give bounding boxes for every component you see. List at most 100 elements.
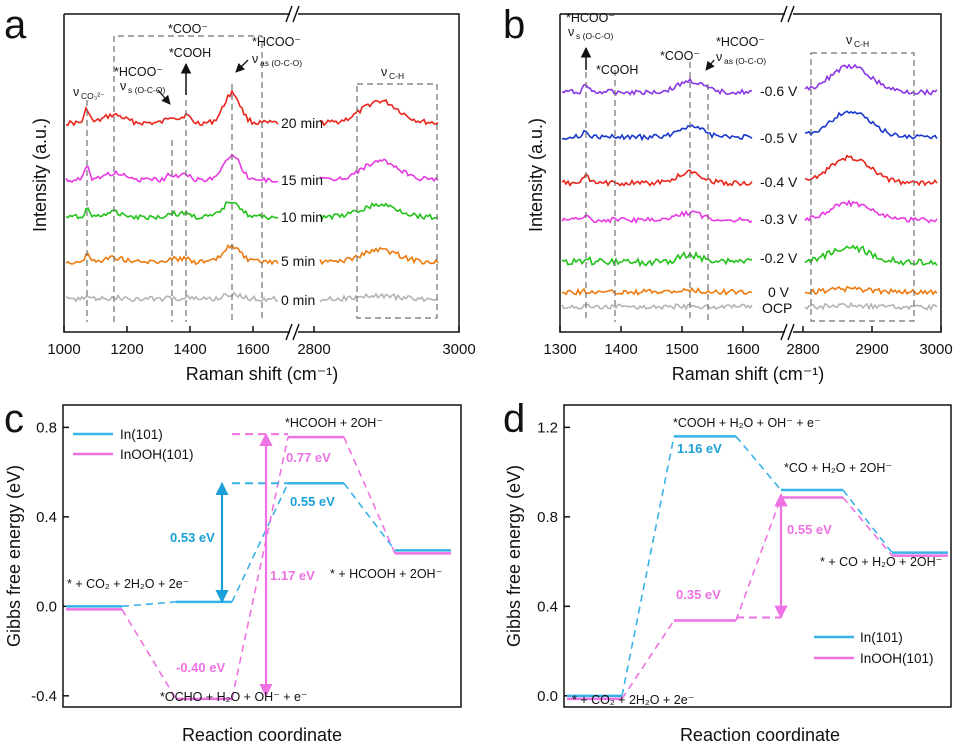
x-tick-label: 2900 [855,341,888,358]
spectrum-b-3-seg2 [804,154,938,187]
panel-b-traces [561,63,938,312]
panel-d-letter: d [503,397,525,441]
value-label: -0.40 eV [176,660,225,675]
panel-b-dashed-guides [585,52,915,322]
anno-sub: C-H [854,39,869,49]
trace-label: -0.3 V [760,211,798,227]
trace-label: OCP [762,300,792,316]
barrier-label: 1.17 eV [270,568,315,583]
anno-coo: *COO⁻ [660,49,700,63]
x-tick-label: 2800 [786,341,819,358]
trace-label: 0 V [768,284,790,300]
panel-d-frame [563,404,952,708]
anno-sub: s (O-C-O) [128,85,165,95]
panel-b-x-tick-labels: 1300 1400 1500 1600 2800 2900 3000 [543,341,952,358]
panel-b-annotations: *HCOO⁻ ν s (O-C-O) *COOH *COO⁻ *HCOO⁻ ν … [566,11,869,77]
panel-d-legend: In(101) InOOH(101) [814,630,934,666]
guide-ch-box [356,83,438,319]
panel-a-y-axis-label: Intensity (a.u.) [30,118,50,232]
x-tick-label: 1200 [110,341,143,358]
panel-c-x-axis-label: Reaction coordinate [182,725,342,745]
anno-cooh: *COOH [596,63,638,77]
energy-connector-in101-0 [621,436,675,696]
energy-connector-in101-1 [735,435,782,491]
x-tick-label: 1600 [726,341,759,358]
anno-nu: ν [568,25,574,39]
spectrum-b-3-seg1 [561,169,753,187]
state-label: * + CO₂ + 2H₂O + 2e⁻ [67,577,189,591]
trace-label: 0 min [281,292,315,308]
spectrum-b-4-seg2 [804,199,938,224]
anno-sub: s (O-C-O) [576,31,613,41]
panel-b-axes [559,5,942,341]
panel-c-axes [62,404,462,708]
anno-sub: CO₃²⁻ [81,91,105,101]
spectrum-a-1-seg2 [319,98,439,127]
x-tick-label: 1600 [236,341,269,358]
guide-coo-box [113,35,263,322]
panel-d-state-labels: * + CO₂ + 2H₂O + 2e⁻ *COOH + H₂O + OH⁻ +… [572,416,942,707]
spectrum-b-2-seg2 [804,110,938,140]
panel-c-letter: c [4,397,24,441]
trace-label: 10 min [281,209,323,225]
anno-nu: ν [252,52,258,66]
spectrum-a-5-seg2 [319,292,439,303]
anno-hcoo-as: *HCOO⁻ [716,35,765,49]
state-label: *OCHO + H₂O + OH⁻ + e⁻ [160,690,308,704]
panel-b: b 1300 1400 15 [503,3,953,384]
panel-a-x-axis-label: Raman shift (cm⁻¹) [186,364,339,384]
spectrum-b-1-seg2 [804,63,938,96]
x-tick-label: 2800 [297,341,330,358]
panel-d: d 0.0 0.4 0.8 1.2 0.55 eV 1.16 eV 0.35 eV Rea… [503,397,952,745]
panel-b-x-ticks [559,326,942,332]
anno-hcoo-as: *HCOO⁻ [252,35,301,49]
panel-c-y-ticks: -0.4 0.0 0.4 0.8 [31,419,69,705]
state-label: *COOH + H₂O + OH⁻ + e⁻ [673,416,821,430]
y-tick-label: -0.4 [31,688,57,705]
value-label: 0.55 eV [290,494,335,509]
spectrum-a-2-seg1 [65,153,279,184]
spectrum-b-6-seg2 [804,285,938,296]
spectrum-b-4-seg1 [561,209,753,225]
y-tick-label: 0.0 [36,598,57,615]
spectrum-b-1-seg1 [561,77,753,96]
state-label: *HCOOH + 2OH⁻ [285,416,383,430]
y-tick-label: 0.0 [537,688,558,705]
barrier-label: 0.53 eV [170,530,215,545]
trace-label: -0.4 V [760,174,798,190]
value-label: 1.16 eV [677,441,722,456]
trace-label: -0.6 V [760,83,798,99]
anno-sub: as (O-C-O) [260,58,302,68]
panel-c-legend: In(101) InOOH(101) [73,427,194,462]
panel-a-annotations: ν CO₃²⁻ *COO⁻ *COOH *HCOO⁻ ν s (O-C-O) *… [73,22,404,105]
spectrum-b-5-seg2 [804,244,938,267]
y-tick-label: 0.8 [537,509,558,526]
legend-label: In(101) [120,427,163,442]
x-tick-label: 1300 [543,341,576,358]
y-tick-label: 0.8 [36,419,57,436]
panel-b-trace-labels: -0.6 V -0.5 V -0.4 V -0.3 V -0.2 V 0 V O… [760,83,798,316]
panel-c: c -0.4 0.0 0.4 0.8 0.53 eV 1.17 eV -0.40 eV 0.… [4,397,462,745]
spectrum-b-6-seg1 [561,286,753,297]
anno-nu: ν [381,65,387,79]
panel-a-trace-labels: 20 min 15 min 10 min 5 min 0 min [281,115,323,308]
y-tick-label: 0.4 [36,509,57,526]
spectrum-b-7-seg1 [561,303,753,311]
arrow-hcoo-s [157,89,171,105]
spectrum-a-1-seg1 [65,89,279,127]
spectrum-a-2-seg2 [319,158,439,183]
energy-connector-in101-1 [231,482,289,603]
panel-d-y-axis-label: Gibbs free energy (eV) [504,465,524,647]
panel-b-letter: b [503,3,525,47]
spectrum-a-5-seg1 [65,291,279,303]
state-label: * + CO + H₂O + 2OH⁻ [820,555,942,569]
panel-d-plot: 0.55 eV 1.16 eV 0.35 eV [567,435,948,701]
panel-b-axis-breaks [780,5,795,341]
panel-d-x-axis-label: Reaction coordinate [680,725,840,745]
x-tick-label: 3000 [919,341,952,358]
panel-a-axis-breaks [285,5,300,341]
value-label: 0.35 eV [676,587,721,602]
energy-connector-in101-2 [343,482,396,551]
spectrum-b-5-seg1 [561,250,753,268]
